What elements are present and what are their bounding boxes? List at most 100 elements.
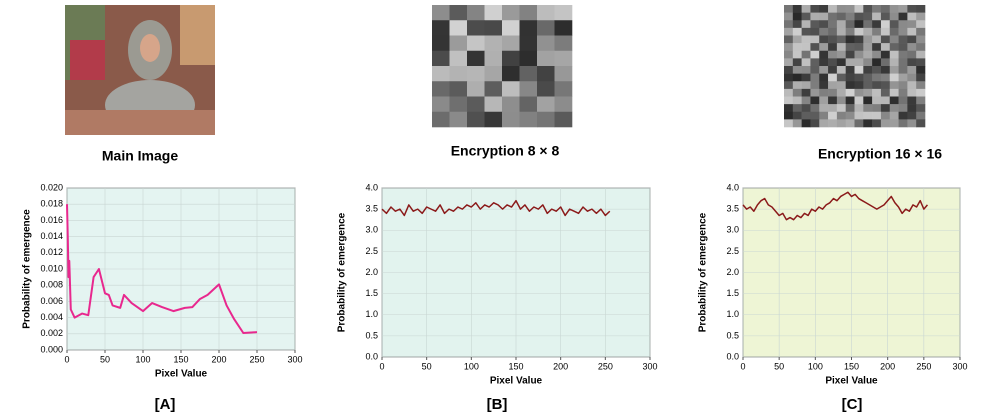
image-block (881, 43, 890, 51)
image-block (793, 104, 802, 112)
image-block (802, 51, 811, 59)
y-tick-label: 0.5 (726, 330, 739, 340)
image-block (846, 112, 855, 120)
y-tick-label: 3.5 (365, 204, 378, 214)
image-block (837, 89, 846, 97)
image-block (855, 28, 864, 36)
panel-label: [C] (842, 396, 863, 413)
image-block (872, 81, 881, 89)
image-block (802, 104, 811, 112)
image-block (520, 81, 538, 97)
image-block (819, 5, 828, 13)
image-block (793, 89, 802, 97)
image-block (810, 66, 819, 74)
x-tick-label: 50 (774, 361, 784, 371)
y-tick-label: 0.012 (40, 247, 63, 257)
image-block (555, 36, 573, 52)
image-block (810, 43, 819, 51)
image-block (432, 36, 450, 52)
y-axis-title: Probability of emergence (22, 209, 33, 329)
image-block (837, 66, 846, 74)
y-tick-label: 0.008 (40, 280, 63, 290)
image-block (916, 43, 925, 51)
image-block (890, 13, 899, 21)
x-axis-title: Pixel Value (490, 376, 543, 387)
image-block (837, 5, 846, 13)
image-block (837, 58, 846, 66)
image-block (872, 104, 881, 112)
image-block (828, 89, 837, 97)
image-block (907, 81, 916, 89)
image-block (899, 5, 908, 13)
image-block (537, 97, 555, 113)
image-block (450, 81, 468, 97)
image-block (502, 112, 520, 128)
x-axis-title: Pixel Value (825, 376, 878, 387)
image-block (855, 89, 864, 97)
image-block (828, 5, 837, 13)
image-block (467, 36, 485, 52)
image-block (855, 81, 864, 89)
image-block (837, 104, 846, 112)
image-block (846, 36, 855, 44)
image-block (784, 66, 793, 74)
image-block (872, 51, 881, 59)
y-tick-label: 0.014 (40, 231, 63, 241)
image-block (485, 97, 503, 113)
image-block (899, 13, 908, 21)
image-block (432, 81, 450, 97)
image-block (502, 81, 520, 97)
image-block (819, 97, 828, 105)
image-block (846, 28, 855, 36)
image-block (802, 36, 811, 44)
image-block (872, 28, 881, 36)
image-block (432, 20, 450, 36)
image-block (793, 66, 802, 74)
image-block (837, 43, 846, 51)
x-tick-label: 300 (642, 361, 657, 371)
image-block (432, 5, 450, 21)
image-block (520, 66, 538, 82)
image-block (784, 112, 793, 120)
image-block (793, 13, 802, 21)
image-block (828, 58, 837, 66)
image-block (802, 74, 811, 82)
image-block (846, 81, 855, 89)
image-block (872, 5, 881, 13)
image-block (855, 20, 864, 28)
image-block (863, 51, 872, 59)
image-block (890, 112, 899, 120)
image-block (881, 112, 890, 120)
image-block (899, 74, 908, 82)
image-block (837, 51, 846, 59)
image-block (872, 97, 881, 105)
image-block (890, 36, 899, 44)
image-block (863, 20, 872, 28)
image-block (899, 112, 908, 120)
encrypted-image (784, 5, 925, 127)
image-block (793, 74, 802, 82)
y-axis-title: Probability of emergence (337, 212, 348, 332)
y-tick-label: 0.004 (40, 312, 63, 322)
image-block (855, 43, 864, 51)
image-shape (70, 40, 105, 80)
image-block (555, 5, 573, 21)
image-caption: Encryption 16 × 16 (818, 146, 942, 162)
image-block (784, 28, 793, 36)
image-block (828, 119, 837, 127)
image-block (881, 66, 890, 74)
image-block (872, 43, 881, 51)
y-tick-label: 0.0 (365, 351, 378, 361)
image-block (828, 97, 837, 105)
image-block (907, 119, 916, 127)
image-block (555, 20, 573, 36)
image-block (819, 112, 828, 120)
image-block (855, 97, 864, 105)
image-block (899, 119, 908, 127)
image-block (793, 20, 802, 28)
image-block (916, 66, 925, 74)
image-block (802, 5, 811, 13)
image-block (881, 104, 890, 112)
image-block (863, 89, 872, 97)
image-block (810, 5, 819, 13)
